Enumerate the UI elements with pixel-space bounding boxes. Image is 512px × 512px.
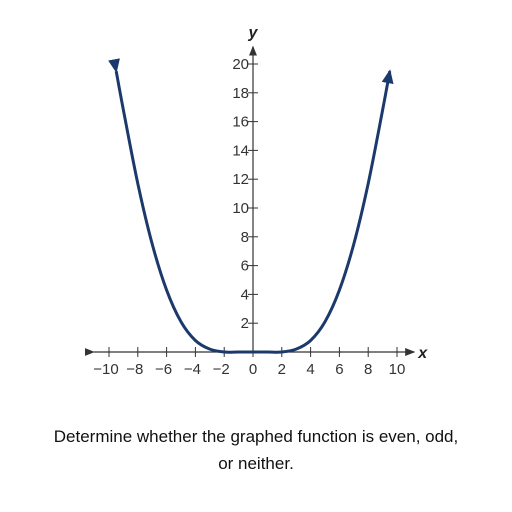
x-tick-label: 4 [306,361,314,378]
x-tick-label: −8 [126,361,143,378]
x-tick-label: −10 [93,361,118,378]
x-tick-label: 10 [389,361,406,378]
y-tick-label: 2 [241,315,249,332]
question-line-1: Determine whether the graphed function i… [53,427,459,446]
y-tick-label: 18 [232,85,249,102]
y-tick-label: 6 [241,258,249,275]
y-tick-label: 8 [241,229,249,246]
x-tick-label: −6 [155,361,172,378]
x-tick-label: 6 [335,361,343,378]
question-line-2: or neither. [218,454,294,473]
x-tick-label: −2 [213,361,230,378]
y-tick-group: 2 4 6 8 10 12 14 16 18 20 [232,56,258,332]
question-text: Determine whether the graphed function i… [0,423,512,477]
x-tick-label: 8 [364,361,372,378]
x-tick-label: 0 [249,361,257,378]
y-tick-label: 14 [232,142,249,159]
y-axis-label: y [248,25,259,42]
x-tick-label: 2 [278,361,286,378]
x-tick-group: −10 −8 −6 −4 −2 0 2 4 6 8 10 [93,347,405,378]
y-tick-label: 12 [232,171,249,188]
function-curve [108,58,394,354]
x-tick-label: −4 [184,361,201,378]
x-axis-label: x [417,345,428,362]
function-graph: −10 −8 −6 −4 −2 0 2 4 6 8 10 2 4 6 8 10 12 14 16 18 20 x y [84,25,428,378]
y-tick-label: 10 [232,200,249,217]
y-tick-label: 4 [241,286,249,303]
y-tick-label: 16 [232,114,249,131]
y-tick-label: 20 [232,56,249,73]
